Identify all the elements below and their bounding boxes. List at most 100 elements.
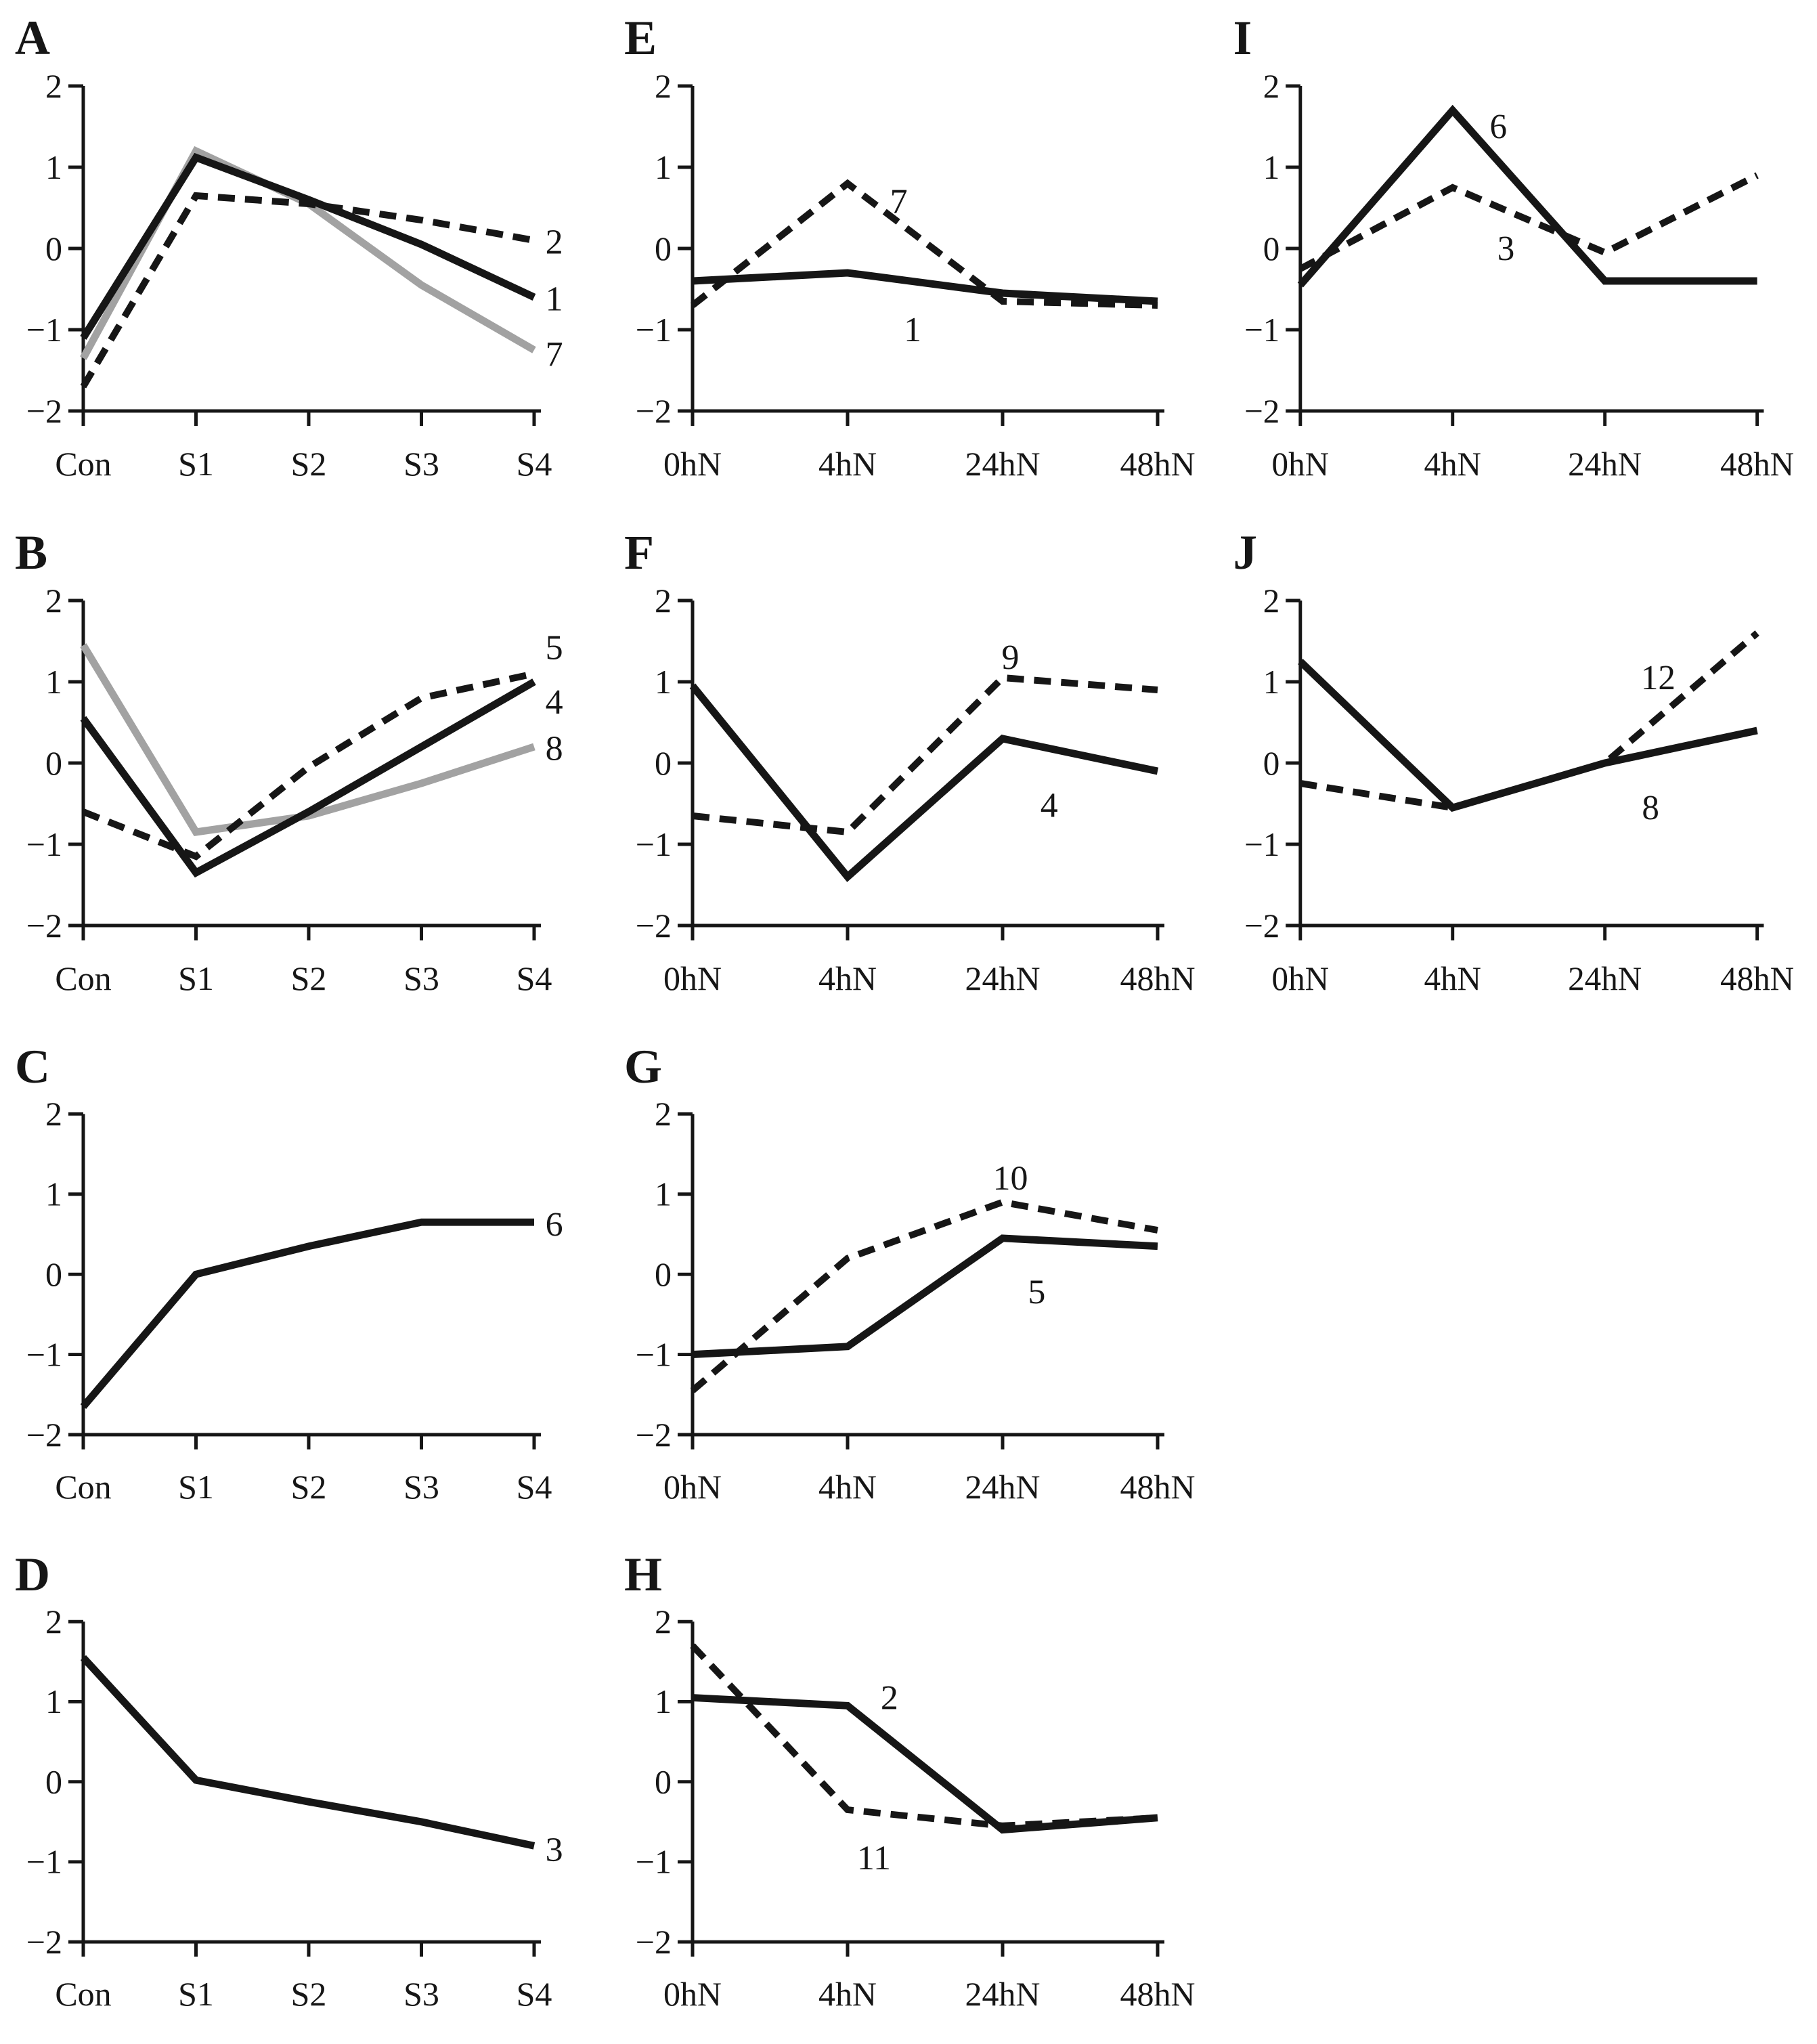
x-tick-label: S2 bbox=[291, 1469, 327, 1506]
x-tick-label: S2 bbox=[291, 959, 327, 997]
x-tick-label: 4hN bbox=[818, 445, 877, 483]
series-line-10 bbox=[690, 1198, 1158, 1393]
x-tick-label: 24hN bbox=[965, 959, 1040, 997]
y-tick-label: −1 bbox=[636, 311, 672, 349]
y-tick-label: −2 bbox=[1244, 907, 1279, 944]
x-tick-label: S2 bbox=[291, 445, 327, 483]
y-tick-label: −1 bbox=[1244, 826, 1279, 863]
x-tick-label: S1 bbox=[178, 445, 214, 483]
y-tick-label: −2 bbox=[26, 1923, 62, 1961]
y-tick-label: 1 bbox=[655, 663, 672, 701]
x-tick-label: 0hN bbox=[1272, 445, 1330, 483]
panel-letter: F bbox=[624, 525, 654, 580]
y-tick-label: 1 bbox=[1263, 664, 1280, 701]
x-tick-label: 48hN bbox=[1720, 445, 1794, 483]
x-tick-label: 24hN bbox=[965, 1469, 1040, 1506]
series-label-7: 7 bbox=[890, 182, 908, 221]
panel-F: F 2 1 0 −1 −2 0hN 4hN 24hN 48hN 4 9 bbox=[609, 515, 1219, 1029]
series-line-4 bbox=[689, 683, 1159, 882]
x-tick-label: S4 bbox=[517, 445, 552, 483]
x-tick-label: Con bbox=[55, 959, 111, 997]
y-tick-label: 1 bbox=[45, 1684, 62, 1721]
y-tick-label: 1 bbox=[45, 148, 62, 186]
series-label-8: 8 bbox=[546, 729, 563, 768]
y-tick-label: 0 bbox=[45, 1764, 62, 1801]
y-tick-label: 2 bbox=[655, 67, 672, 105]
panel-C: C 2 1 0 −1 −2 Con S1 S2 S3 S4 6 bbox=[0, 1029, 609, 1537]
y-tick-label: 0 bbox=[655, 744, 672, 782]
x-tick-label: Con bbox=[55, 445, 111, 483]
series-line-6 bbox=[1297, 104, 1757, 288]
series-label-5: 5 bbox=[546, 629, 563, 668]
x-tick-label: S3 bbox=[403, 445, 439, 483]
x-tick-label: 4hN bbox=[818, 1976, 877, 2013]
x-tick-label: Con bbox=[55, 1469, 111, 1506]
y-tick-label: 2 bbox=[45, 1603, 62, 1640]
y-tick-label: −2 bbox=[26, 1416, 62, 1454]
y-tick-label: 0 bbox=[1263, 745, 1280, 782]
x-tick-label: 0hN bbox=[663, 1976, 722, 2013]
y-tick-label: 0 bbox=[45, 230, 62, 267]
x-tick-label: S3 bbox=[403, 1976, 439, 2013]
series-label-11: 11 bbox=[857, 1839, 891, 1877]
panel-H: H 2 1 0 −1 −2 0hN 4hN 24hN 48hN 2 11 bbox=[609, 1537, 1219, 2044]
series-line-11 bbox=[690, 1643, 1158, 1829]
panel-E-chart: E2 1 0 −1 −2 0hN 4hN 24hN 48hN 1 7 bbox=[624, 11, 1196, 483]
x-tick-label: S3 bbox=[403, 959, 439, 997]
y-tick-label: 1 bbox=[45, 1176, 62, 1213]
series-line-5 bbox=[82, 670, 535, 861]
y-tick-label: −2 bbox=[26, 392, 62, 430]
y-tick-label: 2 bbox=[45, 582, 62, 619]
x-tick-label: S4 bbox=[517, 959, 552, 997]
y-tick-label: 2 bbox=[1263, 68, 1280, 105]
series-line-4 bbox=[80, 678, 536, 878]
series-line-5 bbox=[692, 1234, 1158, 1359]
panel-B-chart: B2 1 0 −1 −2 Con S1 S2 S3 S4 8 4 5 bbox=[15, 525, 563, 997]
y-tick-label: 0 bbox=[45, 1256, 62, 1293]
panel-J: J 2 1 0 −1 −2 0hN 4hN 24hN 48hN 8 12 bbox=[1219, 515, 1817, 1029]
series-label-7: 7 bbox=[546, 335, 563, 374]
panel-letter: H bbox=[624, 1548, 662, 1601]
series-line-6 bbox=[80, 1218, 534, 1410]
y-tick-label: −1 bbox=[636, 1844, 672, 1881]
series-label-3: 3 bbox=[1497, 230, 1515, 269]
y-tick-label: 2 bbox=[655, 1095, 672, 1133]
y-tick-label: −1 bbox=[26, 825, 62, 863]
y-tick-label: −2 bbox=[1244, 393, 1279, 430]
series-line-2 bbox=[692, 1694, 1158, 1834]
series-label-2: 2 bbox=[881, 1679, 898, 1718]
panel-letter: E bbox=[624, 11, 657, 65]
y-tick-label: 0 bbox=[655, 1764, 672, 1801]
series-label-5: 5 bbox=[1028, 1273, 1045, 1311]
y-tick-label: −1 bbox=[26, 1336, 62, 1374]
series-line-1 bbox=[692, 269, 1158, 305]
x-tick-label: S1 bbox=[178, 1469, 214, 1506]
x-tick-label: 24hN bbox=[965, 1976, 1040, 2013]
panel-letter: D bbox=[15, 1548, 50, 1601]
y-tick-label: −2 bbox=[636, 392, 672, 430]
series-label-6: 6 bbox=[1489, 108, 1507, 147]
x-tick-label: 24hN bbox=[1568, 445, 1642, 483]
series-line-3 bbox=[80, 1655, 535, 1850]
panel-F-chart: F2 1 0 −1 −2 0hN 4hN 24hN 48hN 4 9 bbox=[624, 525, 1196, 997]
panel-I-chart: I2 1 0 −1 −2 0hN 4hN 24hN 48hN 6 3 bbox=[1233, 11, 1795, 483]
series-label-9: 9 bbox=[1001, 638, 1019, 677]
y-tick-label: 0 bbox=[655, 1256, 672, 1293]
panel-G: G 2 1 0 −1 −2 0hN 4hN 24hN 48hN 5 10 bbox=[609, 1029, 1219, 1537]
panel-I: I 2 1 0 −1 −2 0hN 4hN 24hN 48hN 6 3 bbox=[1219, 0, 1817, 515]
panel-B: B 2 1 0 −1 −2 Con S1 S2 S3 S4 8 4 5 bbox=[0, 515, 609, 1029]
series-line-2 bbox=[80, 192, 535, 389]
x-tick-label: 4hN bbox=[1424, 445, 1481, 483]
y-tick-label: −1 bbox=[26, 311, 62, 349]
x-tick-label: 24hN bbox=[1568, 960, 1642, 997]
x-tick-label: S3 bbox=[403, 1469, 439, 1506]
series-label-1: 1 bbox=[546, 280, 563, 318]
series-line-3 bbox=[1298, 172, 1759, 272]
y-tick-label: 1 bbox=[655, 148, 672, 186]
y-tick-label: −2 bbox=[26, 907, 62, 944]
y-tick-label: 2 bbox=[45, 1095, 62, 1133]
x-tick-label: S4 bbox=[517, 1976, 552, 2013]
x-tick-label: 4hN bbox=[818, 1469, 877, 1506]
